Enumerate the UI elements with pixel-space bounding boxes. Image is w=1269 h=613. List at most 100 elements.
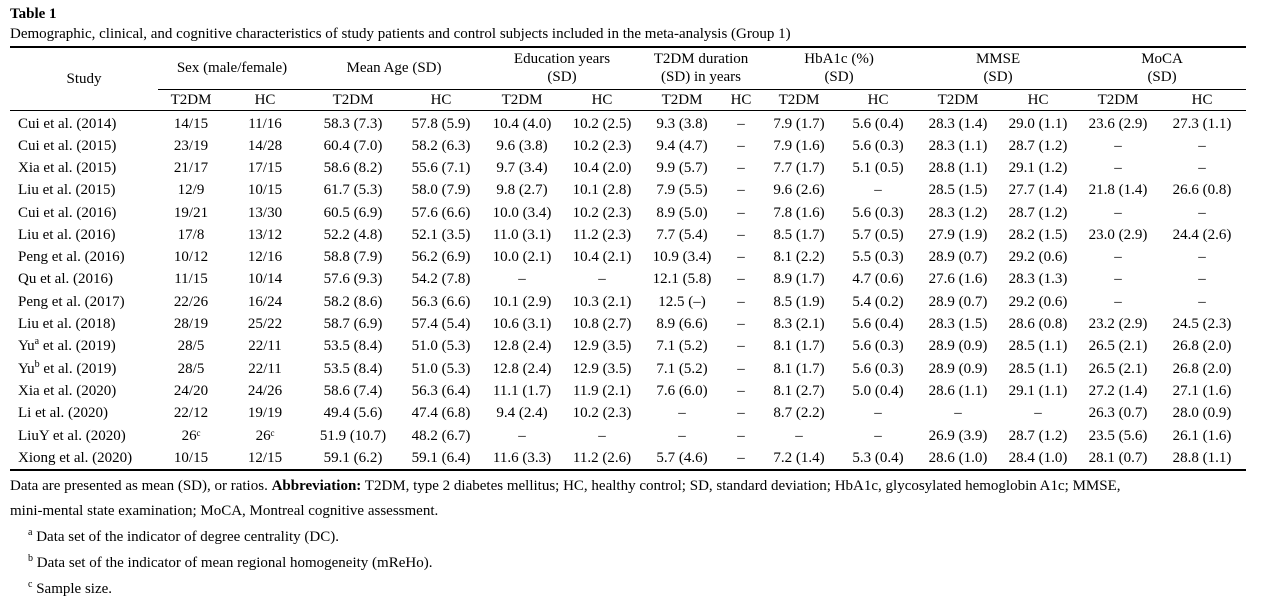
table-cell: 10.2 (2.5)	[572, 115, 632, 132]
table-cell: 52.1 (3.5)	[411, 226, 471, 243]
table-cell: –	[737, 382, 745, 399]
table-cell: 29.1 (1.1)	[1008, 382, 1068, 399]
table-cell: 21.8 (1.4)	[1088, 182, 1148, 199]
study-name: Li et al. (2020)	[18, 405, 108, 422]
table-cell: 28.9 (0.7)	[928, 293, 988, 310]
table-cell: 53.5 (8.4)	[323, 338, 383, 355]
table-cell: –	[737, 137, 745, 154]
subheader-cell: HC	[224, 88, 306, 111]
table-cell: 10.0 (3.4)	[492, 204, 552, 221]
table-cell: 7.9 (1.6)	[773, 137, 825, 154]
table-cell: 10.0 (2.1)	[492, 249, 552, 266]
table-cell: 27.9 (1.9)	[928, 226, 988, 243]
table-cell: 9.4 (4.7)	[656, 137, 708, 154]
table-cell: –	[1198, 293, 1206, 310]
study-name: Xiong et al. (2020)	[18, 449, 133, 466]
table-cell: 8.3 (2.1)	[773, 316, 825, 333]
footnote-a: a Data set of the indicator of degree ce…	[10, 524, 1246, 550]
study-name: Cui et al. (2014)	[18, 115, 117, 132]
footnote-text: Data set of the indicator of degree cent…	[32, 528, 339, 545]
table-cell: –	[737, 449, 745, 466]
table-cell: 21/17	[173, 159, 209, 176]
header-group-line1: MoCA	[1141, 51, 1183, 68]
table-cell: 16/24	[247, 293, 283, 310]
table-cell: 28.9 (0.9)	[928, 338, 988, 355]
table-cell: 26.6 (0.8)	[1172, 182, 1232, 199]
table-cell: –	[1114, 204, 1122, 221]
table-cell: 48.2 (6.7)	[411, 427, 471, 444]
table-cell: –	[1114, 249, 1122, 266]
study-superscript: b	[34, 358, 40, 370]
table-cell: 12.9 (3.5)	[572, 338, 632, 355]
table-cell: 54.2 (7.8)	[411, 271, 471, 288]
table-cell: 28.2 (1.5)	[1008, 226, 1068, 243]
footnote-text: Data set of the indicator of mean region…	[33, 554, 433, 571]
table-cell: 59.1 (6.2)	[323, 449, 383, 466]
table-cell: 26.5 (2.1)	[1088, 360, 1148, 377]
study-cell: Xia et al. (2020)	[10, 380, 158, 402]
table-cell: 56.3 (6.6)	[411, 293, 471, 310]
data-note: Data are presented as mean (SD), or rati…	[10, 477, 268, 494]
header-group-line1: MMSE	[975, 51, 1021, 68]
table-cell: 26.1 (1.6)	[1172, 427, 1232, 444]
table-cell: 5.6 (0.4)	[852, 115, 904, 132]
table-cell: 28.7 (1.2)	[1008, 427, 1068, 444]
table-cell: 10.1 (2.8)	[572, 182, 632, 199]
table-cell: 22/11	[248, 360, 282, 377]
study-cell: Xiong et al. (2020)	[10, 447, 158, 470]
study-cell: Liu et al. (2015)	[10, 179, 158, 201]
table-cell: 10/12	[173, 249, 209, 266]
table-cell: 47.4 (6.8)	[411, 405, 471, 422]
characteristics-table: Study Sex (male/female) Mean Age (SD) Ed…	[10, 46, 1247, 471]
table-cell: 5.6 (0.3)	[852, 137, 904, 154]
study-cell: Peng et al. (2016)	[10, 246, 158, 268]
header-group-line2: (SD)	[824, 69, 854, 86]
table-cell: 12/16	[247, 249, 283, 266]
header-group-age: Mean Age (SD)	[306, 47, 482, 89]
table-cell: 17/8	[177, 226, 205, 243]
table-cell: –	[1198, 137, 1206, 154]
table-row: Peng et al. (2017) 22/26 16/24 58.2 (8.6) 56…	[10, 291, 1246, 313]
table-cell: 28.3 (1.4)	[928, 115, 988, 132]
subheader-cell: HC	[998, 88, 1079, 111]
table-cell: 12/9	[177, 182, 205, 199]
header-group-mmse: MMSE (SD)	[918, 47, 1078, 89]
table-cell: –	[737, 271, 745, 288]
table-row: Cui et al. (2016) 19/21 13/30 60.5 (6.9) 57.…	[10, 201, 1246, 223]
study-cell: Peng et al. (2017)	[10, 291, 158, 313]
abbreviation-text-2: mini-mental state examination; MoCA, Mon…	[10, 502, 439, 519]
footnote-text: Sample size.	[32, 580, 113, 597]
table-cell: 51.0 (5.3)	[411, 338, 471, 355]
table-cell: 10.4 (2.1)	[572, 249, 632, 266]
study-name: Liu et al. (2015)	[18, 182, 116, 199]
header-row-sub: T2DM HC T2DM HC T2DM HC T2DM HC T2DM HC …	[10, 88, 1247, 111]
table-cell: 28.3 (1.2)	[928, 204, 988, 221]
table-cell: 8.1 (1.7)	[773, 338, 825, 355]
table-row: Cui et al. (2015) 23/19 14/28 60.4 (7.0) 58.…	[10, 135, 1246, 157]
table-cell: 9.7 (3.4)	[496, 159, 548, 176]
header-group-line1: HbA1c (%)	[804, 51, 874, 68]
table-cell: 10.4 (2.0)	[572, 159, 632, 176]
table-row: Qu et al. (2016) 11/15 10/14 57.6 (9.3) 54.2…	[10, 268, 1246, 290]
study-name: Peng et al. (2017)	[18, 293, 125, 310]
table-cell: –	[954, 405, 962, 422]
table-cell: 10.8 (2.7)	[572, 316, 632, 333]
table-cell: 26ᶜ	[181, 427, 201, 444]
table-cell: –	[518, 427, 526, 444]
table-cell: 7.1 (5.2)	[656, 360, 708, 377]
study-cell: Yua et al. (2019)	[10, 335, 158, 357]
table-cell: 11.2 (2.3)	[572, 226, 632, 243]
subheader-cell: T2DM	[158, 88, 224, 111]
abbreviation-label: Abbreviation:	[271, 477, 362, 494]
table-row: Peng et al. (2016) 10/12 12/16 58.8 (7.9) 56…	[10, 246, 1246, 268]
table-cell: 12.8 (2.4)	[492, 338, 552, 355]
table-cell: 5.5 (0.3)	[852, 249, 904, 266]
table-cell: 56.3 (6.4)	[411, 382, 471, 399]
header-group-sex: Sex (male/female)	[158, 47, 306, 89]
table-label: Table 1	[10, 6, 57, 22]
table-cell: 17/15	[247, 159, 283, 176]
footnote-mark: c	[28, 578, 33, 590]
table-cell: –	[1034, 405, 1042, 422]
table-row: Li et al. (2020) 22/12 19/19 49.4 (5.6) 47.4…	[10, 402, 1246, 424]
table-cell: 10/15	[247, 182, 283, 199]
